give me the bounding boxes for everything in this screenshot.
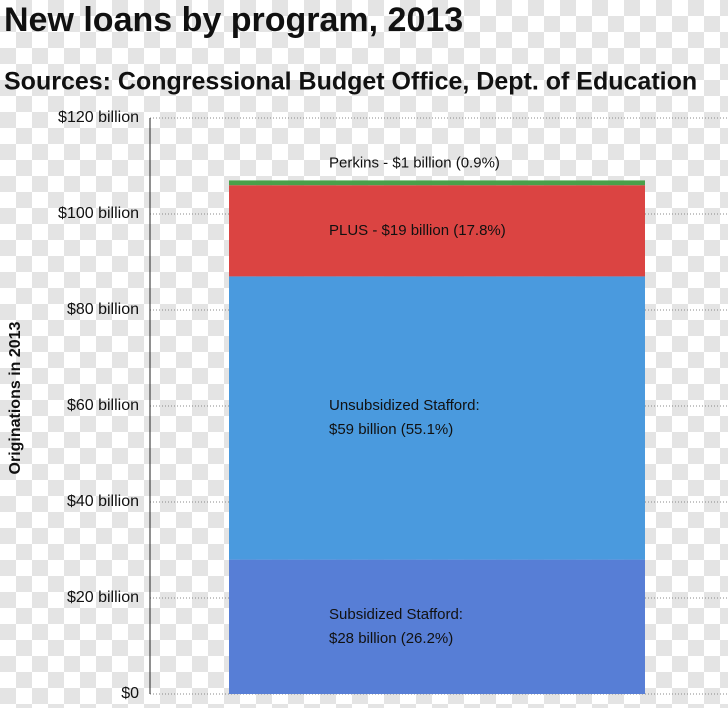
bar-segment (229, 180, 645, 186)
data-label: Subsidized Stafford: (329, 606, 463, 623)
y-tick-label: $0 (121, 685, 139, 702)
y-tick-label: $40 billion (67, 493, 139, 510)
bar-segment (229, 276, 645, 560)
y-tick-label: $60 billion (67, 397, 139, 414)
data-label: PLUS - $19 billion (17.8%) (329, 222, 506, 239)
data-label: Unsubsidized Stafford: (329, 397, 480, 414)
y-tick-label: $80 billion (67, 301, 139, 318)
y-axis-label: Originations in 2013 (7, 321, 24, 474)
chart-title: New loans by program, 2013 (4, 1, 463, 39)
data-label: $59 billion (55.1%) (329, 421, 453, 438)
chart-subtitle: Sources: Congressional Budget Office, De… (4, 68, 697, 96)
bar-segment (229, 185, 645, 277)
y-tick-label: $20 billion (67, 589, 139, 606)
y-tick-label: $100 billion (58, 205, 139, 222)
data-label: $28 billion (26.2%) (329, 630, 453, 647)
bar-segment (229, 559, 645, 694)
data-label: Perkins - $1 billion (0.9%) (329, 154, 500, 171)
y-tick-label: $120 billion (58, 109, 139, 126)
